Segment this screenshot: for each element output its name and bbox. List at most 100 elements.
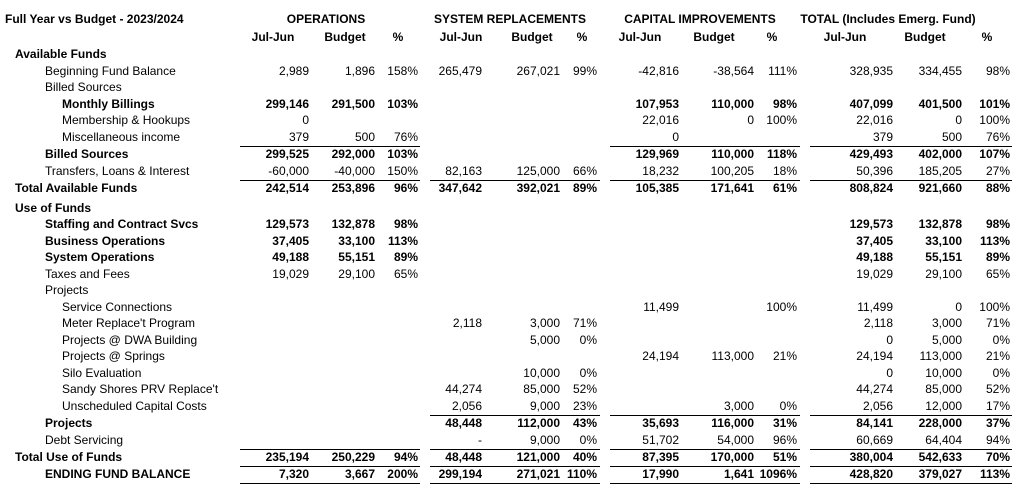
row-label: Unscheduled Capital Costs	[62, 399, 207, 413]
cell: 113%	[388, 234, 418, 248]
cell: 11,499	[643, 300, 679, 314]
cell: 500	[942, 130, 962, 144]
cell: 10,000	[523, 366, 560, 380]
cell: 27%	[986, 164, 1010, 178]
cell: 150%	[387, 164, 418, 178]
cell: 21%	[773, 349, 797, 363]
cell: 98%	[986, 217, 1010, 231]
row-label: Debt Servicing	[45, 433, 123, 447]
cell: 0	[955, 113, 962, 127]
row-label: Total Use of Funds	[15, 450, 122, 464]
cell: 428,820	[850, 467, 894, 481]
cell: -	[478, 433, 482, 447]
cell: 7,320	[279, 467, 309, 481]
cell: 2,118	[453, 316, 482, 330]
cell: 19,029	[272, 267, 309, 281]
cell: 89%	[986, 250, 1010, 264]
cell: 98%	[773, 97, 797, 111]
cell: 110,000	[711, 97, 754, 111]
cell: 21%	[986, 349, 1010, 363]
cell: -38,564	[713, 64, 754, 78]
cell: 9,000	[530, 433, 560, 447]
cell: 0%	[993, 366, 1011, 380]
cell: 100%	[979, 300, 1010, 314]
cell: 35,693	[642, 416, 679, 430]
cell: 2,118	[864, 316, 893, 330]
column-header: Budget	[324, 30, 365, 44]
cell: 107%	[979, 147, 1010, 161]
row-label: Billed Sources	[45, 80, 122, 94]
cell: 2,989	[279, 64, 309, 78]
cell: 5,000	[932, 333, 962, 347]
cell: 328,935	[850, 64, 894, 78]
cell: 113,000	[712, 349, 755, 363]
cell: 170,000	[711, 450, 755, 464]
cell: 98%	[986, 64, 1010, 78]
cell: 113%	[980, 234, 1010, 248]
cell: 271,021	[517, 467, 561, 481]
cell: 407,099	[850, 97, 894, 111]
cell: 3,000	[724, 399, 754, 413]
cell: 125,000	[517, 164, 561, 178]
cell: 44,274	[856, 382, 893, 396]
cell: 292,000	[332, 147, 376, 161]
row-label: ENDING FUND BALANCE	[45, 467, 190, 481]
cell: 0	[302, 113, 309, 127]
cell: 0%	[580, 366, 598, 380]
cell: 0	[886, 333, 893, 347]
cell: 100%	[766, 300, 797, 314]
cell: 379	[873, 130, 893, 144]
cell: 65%	[394, 267, 418, 281]
cell: 542,633	[919, 450, 963, 464]
cell: 132,878	[919, 217, 963, 231]
cell: 200%	[387, 467, 418, 481]
cell: 66%	[573, 164, 597, 178]
cell: 242,514	[266, 181, 310, 195]
cell: 0%	[580, 433, 598, 447]
cell: 113%	[980, 467, 1010, 481]
row-label: Staffing and Contract Svcs	[45, 217, 199, 231]
cell: 118%	[767, 147, 797, 161]
cell: 40%	[573, 450, 597, 464]
cell: 2,056	[452, 399, 482, 413]
cell: 267,021	[517, 64, 561, 78]
column-header: %	[577, 30, 588, 44]
cell: 29,100	[338, 267, 375, 281]
cell: 379	[289, 130, 309, 144]
row-label: Service Connections	[62, 300, 172, 314]
cell: 129,573	[850, 217, 894, 231]
cell: 22,016	[856, 113, 893, 127]
cell: 37,405	[272, 234, 309, 248]
group-header: SYSTEM REPLACEMENTS	[434, 12, 586, 26]
cell: -60,000	[268, 164, 309, 178]
cell: 51,702	[642, 433, 679, 447]
cell: 253,896	[332, 181, 376, 195]
cell: 54,000	[717, 433, 754, 447]
cell: 60,669	[856, 433, 893, 447]
row-label: Meter Replace't Program	[62, 316, 195, 330]
cell: 1096%	[760, 467, 798, 481]
cell: 23%	[573, 399, 597, 413]
cell: 29,100	[925, 267, 962, 281]
cell: 89%	[573, 181, 597, 195]
cell: 44,274	[445, 382, 482, 396]
cell: 100%	[766, 113, 797, 127]
cell: 18%	[773, 164, 797, 178]
cell: 100,205	[711, 164, 755, 178]
cell: 82,163	[445, 164, 482, 178]
cell: 48,448	[445, 416, 482, 430]
row-label: Total Available Funds	[15, 181, 138, 195]
cell: 70%	[986, 450, 1010, 464]
cell: 51%	[773, 450, 797, 464]
cell: 11,499	[857, 300, 893, 314]
cell: 99%	[573, 64, 597, 78]
cell: 61%	[773, 181, 797, 195]
cell: 110%	[567, 467, 597, 481]
cell: 105,385	[636, 181, 680, 195]
group-header: OPERATIONS	[287, 12, 365, 26]
cell: 52%	[573, 382, 597, 396]
cell: 185,205	[919, 164, 963, 178]
cell: 265,479	[439, 64, 483, 78]
cell: 37,405	[856, 234, 893, 248]
row-label: Transfers, Loans & Interest	[45, 164, 190, 178]
